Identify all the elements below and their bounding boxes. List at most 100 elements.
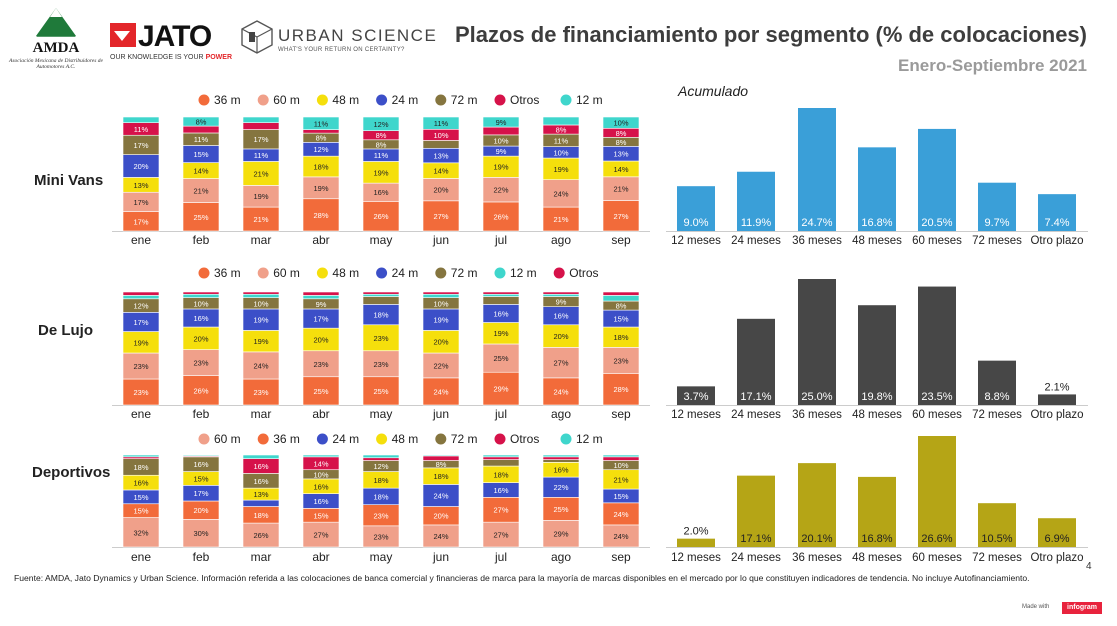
- bar-segment-de-lujo-ene-60-m: [122, 352, 160, 380]
- bar-segment-de-lujo-jul-otros: [482, 291, 520, 295]
- bar-label-deportivos-may-24-m: 18%: [373, 492, 388, 501]
- bar-segment-mini-vans-sep-36-m: [602, 200, 640, 232]
- acum-label-de-lujo-24-meses: 17.1%: [740, 391, 771, 403]
- legend-label-mini-vans-12-m: 12 m: [576, 93, 603, 107]
- acum-tick-de-lujo-36-meses: 36 meses: [792, 409, 842, 421]
- bar-label-mini-vans-jun-48-m: 14%: [433, 167, 448, 176]
- legend-swatch-deportivos-48-m: [376, 433, 388, 445]
- bar-label-mini-vans-feb-48-m: 14%: [193, 167, 208, 176]
- jato-mark-icon: [110, 23, 136, 47]
- bar-segment-deportivos-may-otros: [362, 457, 400, 461]
- bar-label-de-lujo-abr-72-m: 9%: [316, 300, 327, 309]
- bar-label-deportivos-jul-36-m: 27%: [493, 506, 508, 515]
- bar-segment-mini-vans-may-36-m: [362, 201, 400, 232]
- bar-label-de-lujo-jul-24-m: 16%: [493, 309, 508, 318]
- x-tick-de-lujo-ene: ene: [131, 407, 151, 421]
- bar-label-deportivos-jul-60-m: 27%: [493, 531, 508, 540]
- bar-label-deportivos-sep-36-m: 24%: [613, 510, 628, 519]
- acum-label-deportivos-60-meses: 26.6%: [921, 533, 952, 545]
- acum-bar-deportivos-otro-plazo: [1038, 518, 1076, 547]
- x-tick-mini-vans-ene: ene: [131, 233, 151, 247]
- acum-label-mini-vans-12-meses: 9.0%: [683, 217, 708, 229]
- bar-segment-deportivos-sep-otros: [602, 456, 640, 461]
- x-tick-deportivos-jun: jun: [432, 550, 449, 564]
- infogram-badge[interactable]: infogram: [1062, 602, 1102, 614]
- legend-label-deportivos-48-m: 48 m: [392, 432, 419, 446]
- acum-tick-mini-vans-60-meses: 60 meses: [912, 235, 962, 247]
- bar-label-de-lujo-ene-60-m: 23%: [133, 362, 148, 371]
- bar-segment-deportivos-abr-12-m: [302, 454, 340, 458]
- acum-bar-deportivos-60-meses: [918, 436, 956, 547]
- bar-segment-de-lujo-may-36-m: [362, 376, 400, 406]
- bar-label-mini-vans-ago-36-m: 21%: [553, 215, 568, 224]
- bar-label-deportivos-feb-36-m: 20%: [193, 506, 208, 515]
- bar-segment-de-lujo-may-12-m: [362, 293, 400, 297]
- bar-segment-de-lujo-ago-60-m: [542, 347, 580, 379]
- segment-label-mini-vans: Mini Vans: [34, 172, 104, 189]
- bar-segment-de-lujo-jun-12-m: [422, 293, 460, 298]
- bar-label-mini-vans-jul-60-m: 22%: [493, 186, 508, 195]
- acum-tick-mini-vans-24-meses: 24 meses: [731, 235, 781, 247]
- acum-label-de-lujo-72-meses: 8.8%: [984, 391, 1009, 403]
- bar-segment-de-lujo-ene-otros: [122, 291, 160, 296]
- bar-label-de-lujo-may-36-m: 25%: [373, 387, 388, 396]
- bar-label-de-lujo-ago-48-m: 20%: [553, 332, 568, 341]
- bar-label-deportivos-feb-72-m: 16%: [193, 460, 208, 469]
- acum-label-deportivos-48-meses: 16.8%: [861, 533, 892, 545]
- bar-label-deportivos-abr-60-m: 27%: [313, 531, 328, 540]
- bar-segment-mini-vans-feb-otros: [182, 125, 220, 134]
- bar-segment-de-lujo-may-otros: [362, 291, 400, 295]
- bar-segment-de-lujo-may-60-m: [362, 350, 400, 378]
- bar-label-de-lujo-jun-60-m: 22%: [433, 361, 448, 370]
- bar-label-deportivos-mar-36-m: 18%: [253, 511, 268, 520]
- acum-tick-deportivos-48-meses: 48 meses: [852, 552, 902, 564]
- legend-swatch-deportivos-60-m: [198, 433, 210, 445]
- bar-label-deportivos-ene-36-m: 15%: [133, 507, 148, 516]
- acum-bar-mini-vans-48-meses: [858, 147, 896, 231]
- bar-label-deportivos-ene-60-m: 32%: [133, 528, 148, 537]
- bar-label-mini-vans-ago-72-m: 11%: [554, 136, 569, 145]
- legend-label-de-lujo-24-m: 24 m: [392, 266, 419, 280]
- acum-label-deportivos-12-meses: 2.0%: [683, 526, 708, 538]
- acum-bar-mini-vans-24-meses: [737, 171, 775, 231]
- bar-label-mini-vans-feb-36-m: 25%: [193, 213, 208, 222]
- acum-bar-de-lujo-72-meses: [978, 360, 1016, 405]
- bar-label-de-lujo-ene-72-m: 12%: [133, 302, 148, 311]
- acum-label-deportivos-otro-plazo: 6.9%: [1044, 533, 1069, 545]
- bar-label-mini-vans-may-48-m: 19%: [373, 168, 388, 177]
- legend-label-mini-vans-72-m: 72 m: [451, 93, 478, 107]
- bar-segment-deportivos-mar-24-m: [242, 499, 280, 507]
- bar-segment-mini-vans-sep-12-m: [602, 116, 640, 129]
- bar-label-mini-vans-may-72-m: 8%: [376, 140, 387, 149]
- made-with-text: Made with: [1022, 604, 1050, 610]
- bar-label-deportivos-jun-60-m: 24%: [433, 532, 448, 541]
- acum-label-mini-vans-otro-plazo: 7.4%: [1044, 217, 1069, 229]
- bar-label-mini-vans-jul-24-m: 9%: [496, 147, 507, 156]
- legend-label-deportivos-12-m: 12 m: [576, 432, 603, 446]
- acum-tick-deportivos-36-meses: 36 meses: [792, 552, 842, 564]
- legend-label-de-lujo-72-m: 72 m: [451, 266, 478, 280]
- legend-swatch-deportivos-24-m: [316, 433, 328, 445]
- x-tick-deportivos-sep: sep: [611, 550, 631, 564]
- bar-label-deportivos-may-72-m: 12%: [373, 462, 388, 471]
- legend-label-de-lujo-12-m: 12 m: [510, 266, 537, 280]
- acum-label-deportivos-72-meses: 10.5%: [981, 533, 1012, 545]
- acum-tick-mini-vans-36-meses: 36 meses: [792, 235, 842, 247]
- acum-bar-de-lujo-12-meses: [677, 386, 715, 405]
- acum-bar-de-lujo-24-meses: [737, 318, 775, 405]
- jato-tagline-emphasis: POWER: [205, 54, 233, 61]
- bar-label-mini-vans-sep-48-m: 14%: [613, 165, 628, 174]
- legend-label-mini-vans-48-m: 48 m: [332, 93, 359, 107]
- x-tick-mini-vans-mar: mar: [251, 233, 272, 247]
- bar-segment-de-lujo-mar-otros: [242, 291, 280, 295]
- bar-label-mini-vans-jun-36-m: 27%: [433, 212, 448, 221]
- bar-segment-de-lujo-jul-72-m: [482, 296, 520, 305]
- bar-label-deportivos-jun-72-m: 8%: [436, 460, 447, 469]
- x-tick-de-lujo-ago: ago: [551, 407, 571, 421]
- bar-label-mini-vans-feb-72-m: 11%: [194, 135, 209, 144]
- bar-segment-deportivos-jun-otros: [422, 455, 460, 461]
- legend-label-de-lujo-otros: Otros: [569, 266, 598, 280]
- legend-swatch-de-lujo-12-m: [494, 267, 506, 279]
- acum-label-de-lujo-60-meses: 23.5%: [921, 391, 952, 403]
